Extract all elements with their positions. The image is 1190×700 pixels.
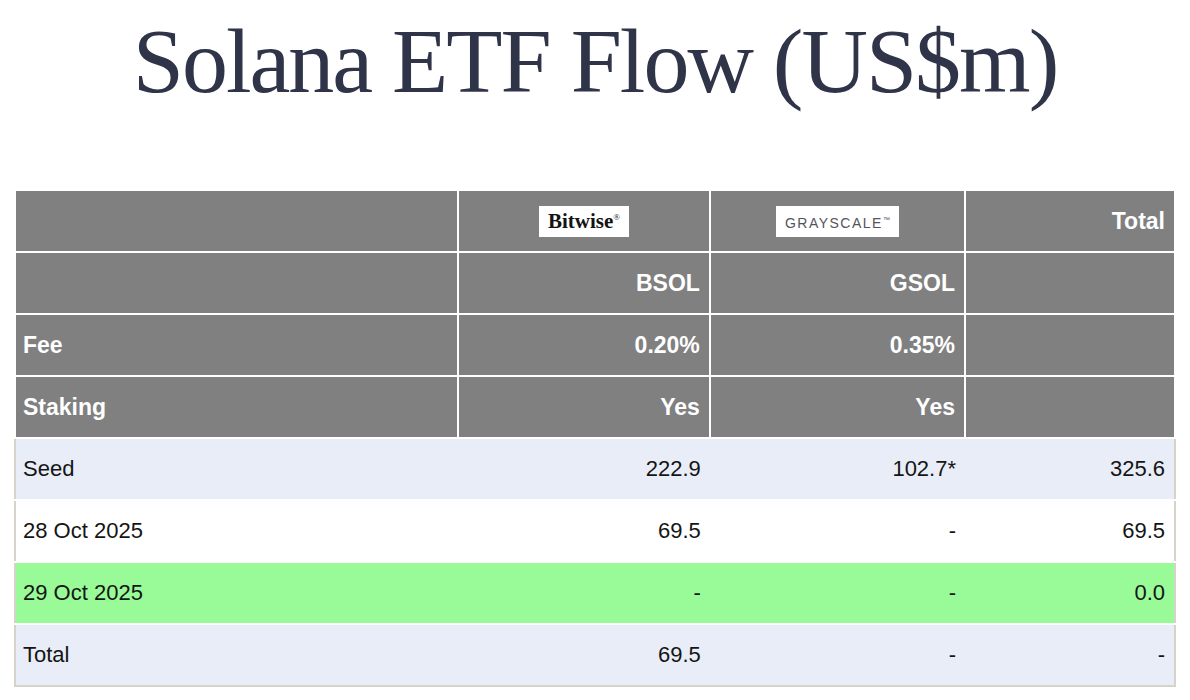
- total-row: Total 69.5 - -: [15, 624, 1175, 686]
- total-total: -: [965, 624, 1175, 686]
- date-28-label: 28 Oct 2025: [15, 500, 458, 562]
- date-28-bsol: 69.5: [458, 500, 710, 562]
- bitwise-logo-cell: Bitwise®: [458, 190, 710, 252]
- date-28-total: 69.5: [965, 500, 1175, 562]
- fee-row: Fee 0.20% 0.35%: [15, 314, 1175, 376]
- logo-row: Bitwise® GRAYSCALE™ Total: [15, 190, 1175, 252]
- table-data-block: Seed 222.9 102.7* 325.6 28 Oct 2025 69.5…: [15, 438, 1175, 686]
- empty-header-cell: [965, 252, 1175, 314]
- fee-row-label: Fee: [15, 314, 458, 376]
- seed-row-label: Seed: [15, 438, 458, 500]
- seed-row: Seed 222.9 102.7* 325.6: [15, 438, 1175, 500]
- bitwise-trademark: ®: [613, 212, 620, 222]
- staking-row: Staking Yes Yes: [15, 376, 1175, 438]
- grayscale-trademark: ™: [883, 216, 890, 223]
- table-header-block: Bitwise® GRAYSCALE™ Total BSOL GSOL Fee …: [15, 190, 1175, 438]
- bitwise-logo: Bitwise®: [539, 206, 629, 237]
- date-row-28-oct: 28 Oct 2025 69.5 - 69.5: [15, 500, 1175, 562]
- empty-header-cell: [15, 190, 458, 252]
- total-column-header: Total: [965, 190, 1175, 252]
- staking-gsol: Yes: [710, 376, 965, 438]
- staking-row-label: Staking: [15, 376, 458, 438]
- grayscale-logo-text: GRAYSCALE: [785, 215, 883, 231]
- total-gsol: -: [710, 624, 965, 686]
- date-29-label: 29 Oct 2025: [15, 562, 458, 624]
- ticker-row: BSOL GSOL: [15, 252, 1175, 314]
- page-title: Solana ETF Flow (US$m): [0, 4, 1190, 119]
- date-29-bsol: -: [458, 562, 710, 624]
- date-29-gsol: -: [710, 562, 965, 624]
- date-29-total: 0.0: [965, 562, 1175, 624]
- ticker-gsol: GSOL: [710, 252, 965, 314]
- seed-bsol: 222.9: [458, 438, 710, 500]
- ticker-bsol: BSOL: [458, 252, 710, 314]
- date-28-gsol: -: [710, 500, 965, 562]
- empty-header-cell: [15, 252, 458, 314]
- date-row-29-oct-highlighted: 29 Oct 2025 - - 0.0: [15, 562, 1175, 624]
- total-row-label: Total: [15, 624, 458, 686]
- fee-total: [965, 314, 1175, 376]
- fee-gsol: 0.35%: [710, 314, 965, 376]
- grayscale-logo: GRAYSCALE™: [776, 206, 899, 237]
- seed-total: 325.6: [965, 438, 1175, 500]
- staking-bsol: Yes: [458, 376, 710, 438]
- fee-bsol: 0.20%: [458, 314, 710, 376]
- solana-etf-flow-table: Bitwise® GRAYSCALE™ Total BSOL GSOL Fee …: [14, 189, 1176, 687]
- total-bsol: 69.5: [458, 624, 710, 686]
- bitwise-logo-text: Bitwise: [548, 209, 613, 233]
- grayscale-logo-cell: GRAYSCALE™: [710, 190, 965, 252]
- seed-gsol: 102.7*: [710, 438, 965, 500]
- staking-total: [965, 376, 1175, 438]
